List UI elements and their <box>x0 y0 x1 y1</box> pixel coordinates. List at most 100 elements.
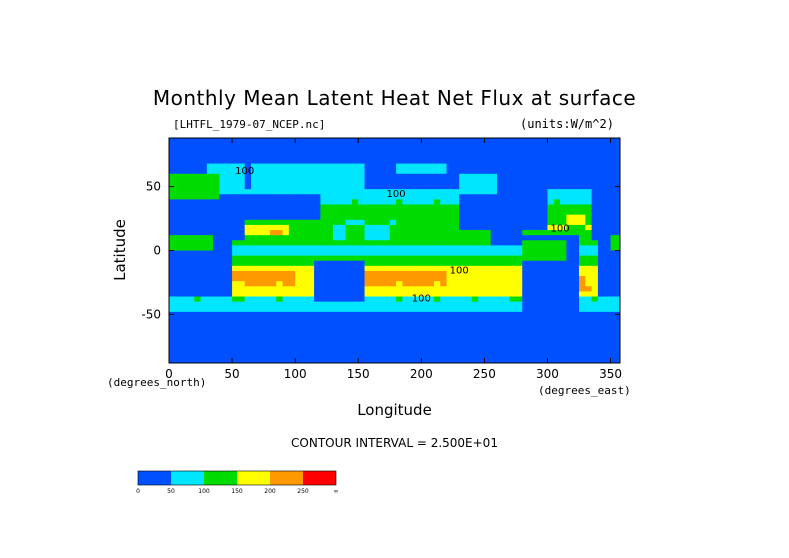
flux-cell <box>326 214 334 221</box>
flux-cell <box>515 311 523 318</box>
flux-cell <box>528 138 536 144</box>
flux-cell <box>566 235 574 241</box>
flux-cell <box>478 168 485 175</box>
flux-cell <box>509 138 517 144</box>
flux-cell <box>560 316 567 323</box>
flux-cell <box>452 224 460 231</box>
flux-cell <box>560 281 567 287</box>
flux-cell <box>604 199 612 206</box>
flux-cell <box>560 347 567 354</box>
flux-cell <box>282 168 290 175</box>
flux-cell <box>591 357 599 363</box>
flux-cell <box>478 316 485 323</box>
flux-cell <box>314 199 321 206</box>
flux-cell <box>547 322 555 328</box>
flux-cell <box>579 311 586 318</box>
flux-cell <box>465 204 473 211</box>
flux-cell <box>553 357 561 363</box>
flux-cell <box>213 209 221 216</box>
flux-cell <box>263 245 271 252</box>
flux-cell <box>465 158 473 165</box>
flux-cell <box>194 143 202 149</box>
flux-cell <box>276 265 284 272</box>
flux-cell <box>276 301 284 308</box>
flux-cell <box>269 204 277 211</box>
flux-cell <box>440 311 448 318</box>
flux-cell <box>402 184 410 190</box>
flux-cell <box>377 296 385 303</box>
flux-cell <box>251 219 258 226</box>
flux-cell <box>370 209 378 216</box>
flux-cell <box>528 306 536 313</box>
flux-cell <box>377 163 385 170</box>
flux-cell <box>206 255 214 262</box>
flux-cell <box>490 209 498 216</box>
flux-cell <box>528 281 536 287</box>
flux-cell <box>446 189 454 195</box>
flux-cell <box>169 240 176 246</box>
flux-cell <box>497 230 504 236</box>
flux-cell <box>345 204 353 211</box>
flux-cell <box>534 265 542 272</box>
flux-cell <box>377 347 385 354</box>
flux-cell <box>320 194 328 200</box>
flux-cell <box>591 276 599 282</box>
flux-cell <box>358 148 366 154</box>
flux-cell <box>560 296 567 303</box>
flux-cell <box>314 316 321 323</box>
flux-cell <box>364 301 372 308</box>
flux-cell <box>169 347 176 354</box>
flux-cell <box>547 270 555 277</box>
flux-cell <box>169 327 176 333</box>
flux-cell <box>364 163 372 170</box>
flux-cell <box>572 255 580 262</box>
flux-cell <box>333 158 340 165</box>
flux-cell <box>433 311 441 318</box>
flux-cell <box>345 235 353 241</box>
flux-cell <box>169 204 176 211</box>
flux-cell <box>408 209 416 216</box>
flux-cell <box>597 153 605 160</box>
flux-cell <box>200 163 208 170</box>
flux-cell <box>459 337 467 344</box>
flux-cell <box>307 219 315 226</box>
flux-cell <box>301 194 309 200</box>
flux-cell <box>465 322 473 328</box>
flux-cell <box>591 296 599 303</box>
flux-cell <box>522 209 530 216</box>
flux-cell <box>364 296 372 303</box>
flux-cell <box>370 214 378 221</box>
flux-cell <box>553 332 561 339</box>
flux-cell <box>288 276 296 282</box>
flux-cell <box>433 316 441 323</box>
flux-cell <box>320 240 328 246</box>
flux-cell <box>181 194 189 200</box>
flux-cell <box>465 148 473 154</box>
flux-cell <box>585 291 593 298</box>
flux-cell <box>377 153 385 160</box>
flux-cell <box>238 255 246 262</box>
flux-cell <box>560 199 567 206</box>
flux-cell <box>415 260 422 267</box>
flux-cell <box>295 337 303 344</box>
flux-cell <box>232 322 239 328</box>
flux-cell <box>301 143 309 149</box>
flux-cell <box>560 250 567 257</box>
flux-cell <box>528 194 536 200</box>
flux-cell <box>213 332 221 339</box>
flux-cell <box>187 286 195 293</box>
flux-cell <box>591 230 599 236</box>
flux-cell <box>219 286 227 293</box>
flux-cell <box>301 204 309 211</box>
flux-cell <box>522 168 530 175</box>
flux-cell <box>566 347 574 354</box>
flux-cell <box>553 281 561 287</box>
flux-cell <box>572 342 580 349</box>
flux-cell <box>219 347 227 354</box>
flux-cell <box>358 270 366 277</box>
flux-cell <box>427 316 435 323</box>
flux-cell <box>490 327 498 333</box>
flux-cell <box>433 143 441 149</box>
flux-cell <box>553 265 561 272</box>
flux-cell <box>560 214 567 221</box>
